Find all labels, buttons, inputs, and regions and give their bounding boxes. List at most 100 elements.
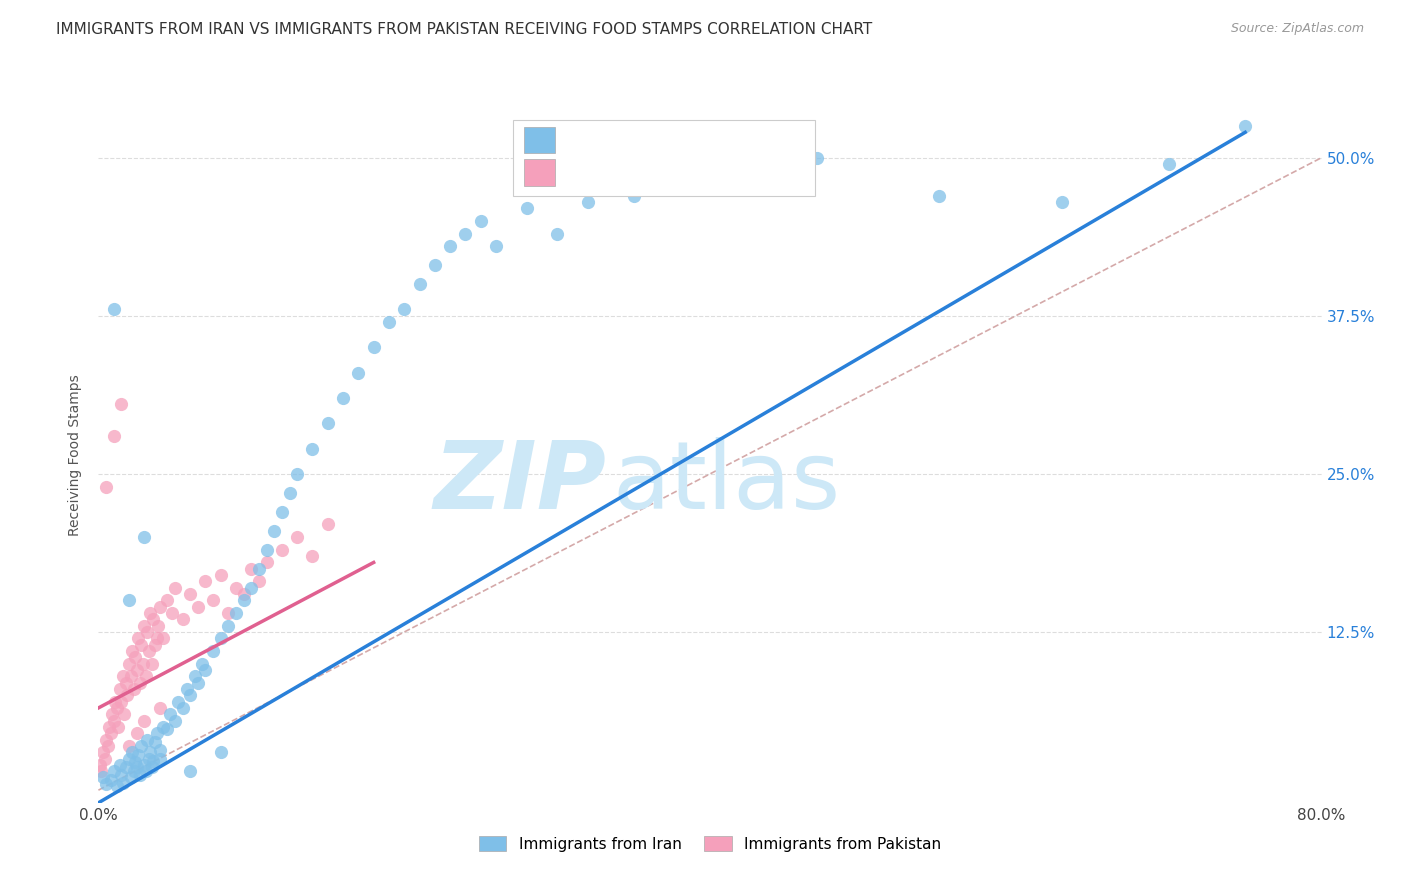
- Point: [135, 669, 157, 683]
- Point: [125, 726, 148, 740]
- Point: [121, 745, 143, 759]
- Point: [194, 574, 217, 589]
- Point: [160, 606, 183, 620]
- Point: [202, 644, 225, 658]
- Point: [136, 732, 159, 747]
- Point: [806, 151, 828, 165]
- Legend: Immigrants from Iran, Immigrants from Pakistan: Immigrants from Iran, Immigrants from Pa…: [472, 830, 948, 858]
- Point: [125, 760, 148, 774]
- Point: [408, 277, 430, 292]
- Point: [120, 771, 142, 785]
- Point: [149, 742, 172, 756]
- Point: [118, 657, 141, 671]
- Point: [270, 505, 294, 519]
- Point: [485, 239, 508, 253]
- Point: [209, 568, 232, 582]
- Point: [172, 701, 194, 715]
- Point: [100, 772, 122, 787]
- Point: [232, 593, 254, 607]
- Point: [152, 632, 174, 646]
- Point: [108, 681, 131, 696]
- Point: [141, 760, 163, 774]
- Point: [256, 542, 278, 557]
- Point: [146, 618, 169, 632]
- Text: R = 0.292   N = 67: R = 0.292 N = 67: [567, 165, 711, 179]
- Point: [163, 714, 186, 728]
- Point: [928, 188, 950, 202]
- Point: [142, 612, 165, 626]
- Point: [94, 777, 117, 791]
- Point: [240, 581, 263, 595]
- Point: [115, 760, 138, 774]
- Point: [103, 764, 125, 779]
- Point: [100, 726, 122, 740]
- Point: [623, 188, 645, 202]
- Point: [103, 714, 125, 728]
- Point: [118, 739, 141, 753]
- Point: [89, 757, 111, 772]
- Point: [301, 549, 323, 563]
- Point: [141, 657, 163, 671]
- Point: [378, 315, 401, 329]
- Point: [176, 681, 198, 696]
- Point: [132, 657, 155, 671]
- Point: [145, 632, 167, 646]
- Point: [423, 258, 446, 272]
- Point: [187, 599, 209, 614]
- Point: [143, 638, 166, 652]
- Point: [217, 618, 239, 632]
- Point: [247, 562, 270, 576]
- Point: [134, 757, 156, 772]
- Point: [129, 638, 152, 652]
- Point: [363, 340, 385, 354]
- Point: [107, 720, 129, 734]
- Point: [134, 714, 156, 728]
- Point: [270, 542, 294, 557]
- Point: [156, 723, 179, 737]
- Point: [225, 606, 247, 620]
- Point: [138, 751, 160, 765]
- Point: [122, 681, 145, 696]
- Point: [546, 227, 568, 241]
- Text: atlas: atlas: [612, 437, 841, 529]
- Point: [301, 442, 323, 456]
- Point: [103, 302, 125, 317]
- Point: [209, 632, 232, 646]
- Point: [142, 754, 165, 768]
- Point: [576, 194, 599, 209]
- Point: [439, 239, 461, 253]
- Point: [1050, 194, 1073, 209]
- Point: [202, 593, 225, 607]
- Point: [217, 606, 239, 620]
- Point: [91, 745, 114, 759]
- Point: [149, 599, 172, 614]
- Text: ZIP: ZIP: [433, 437, 606, 529]
- Point: [240, 562, 263, 576]
- Point: [118, 751, 141, 765]
- Point: [278, 486, 301, 500]
- Point: [285, 467, 308, 481]
- Point: [187, 675, 209, 690]
- Point: [110, 397, 132, 411]
- Point: [163, 581, 186, 595]
- Point: [97, 739, 120, 753]
- Point: [135, 764, 157, 779]
- Point: [172, 612, 194, 626]
- Point: [93, 751, 115, 765]
- Text: Source: ZipAtlas.com: Source: ZipAtlas.com: [1230, 22, 1364, 36]
- Point: [115, 675, 138, 690]
- Point: [316, 417, 339, 431]
- Point: [124, 756, 146, 770]
- Point: [112, 707, 135, 722]
- Point: [347, 366, 370, 380]
- Point: [179, 688, 201, 702]
- Point: [156, 593, 179, 607]
- Point: [247, 574, 270, 589]
- Point: [159, 707, 181, 722]
- Point: [1157, 157, 1180, 171]
- Point: [263, 524, 285, 538]
- Point: [668, 169, 690, 184]
- Point: [105, 780, 128, 794]
- Point: [136, 625, 159, 640]
- Point: [105, 701, 128, 715]
